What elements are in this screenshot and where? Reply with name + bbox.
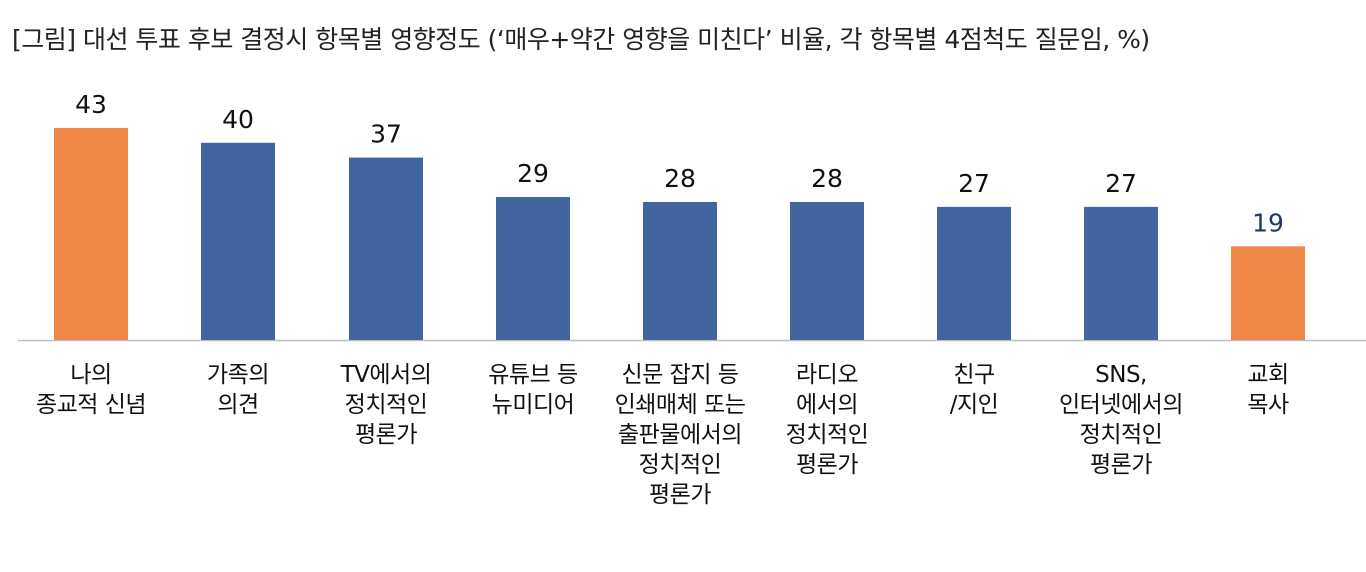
bar <box>937 206 1011 340</box>
chart-title: [그림] 대선 투표 후보 결정시 항목별 영향정도 (‘매우+약간 영향을 미… <box>12 25 1150 54</box>
category-label-line: 인터넷에서의 <box>1059 392 1183 418</box>
bar-value-label: 27 <box>1105 169 1137 198</box>
category-label-line: 신문 잡지 등 <box>621 362 739 388</box>
category-label-line: 평론가 <box>1090 452 1152 478</box>
bar <box>201 142 275 340</box>
category-label-line: 정치적인 <box>638 452 722 478</box>
category-label-line: 친구 <box>953 362 995 388</box>
bar <box>790 201 864 340</box>
bar <box>54 128 128 340</box>
category-label-line: 교회 <box>1247 362 1289 388</box>
category-label-line: 에서의 <box>796 392 858 418</box>
bar-value-label: 43 <box>75 90 107 119</box>
category-label-line: 평론가 <box>649 482 711 508</box>
category-label-line: 정치적인 <box>785 422 869 448</box>
category-label-line: TV에서의 <box>340 362 432 388</box>
bar <box>1084 206 1158 340</box>
bar-value-label: 37 <box>370 120 402 149</box>
category-label-line: 라디오 <box>796 362 858 388</box>
category-label-line: 목사 <box>1247 392 1289 418</box>
category-label: 친구/지인 <box>889 360 1059 420</box>
category-label-line: 의견 <box>217 392 259 418</box>
category-label-line: 가족의 <box>207 362 269 388</box>
category-label-line: 나의 <box>70 362 112 388</box>
category-label-line: 평론가 <box>355 422 417 448</box>
category-label-line: 유튜브 등 <box>488 362 578 388</box>
category-label-line: /지인 <box>949 392 999 418</box>
bar-value-label: 28 <box>664 164 696 193</box>
bar <box>349 157 423 340</box>
category-label-line: 평론가 <box>796 452 858 478</box>
bar <box>643 201 717 340</box>
category-label-line: 정치적인 <box>344 392 428 418</box>
bar-value-label: 29 <box>517 159 549 188</box>
bar <box>496 197 570 340</box>
bar-value-label: 19 <box>1252 208 1284 237</box>
category-label-line: 종교적 신념 <box>35 392 147 418</box>
category-label-line: 뉴미디어 <box>491 392 575 418</box>
bar-value-label: 28 <box>811 164 843 193</box>
bar-value-label: 27 <box>958 169 990 198</box>
category-label-line: 출판물에서의 <box>618 422 742 448</box>
category-label-line: SNS, <box>1095 362 1147 388</box>
bar <box>1231 246 1305 340</box>
category-label-line: 인쇄매체 또는 <box>614 392 746 418</box>
bar-value-label: 40 <box>222 105 254 134</box>
category-label-line: 정치적인 <box>1079 422 1163 448</box>
